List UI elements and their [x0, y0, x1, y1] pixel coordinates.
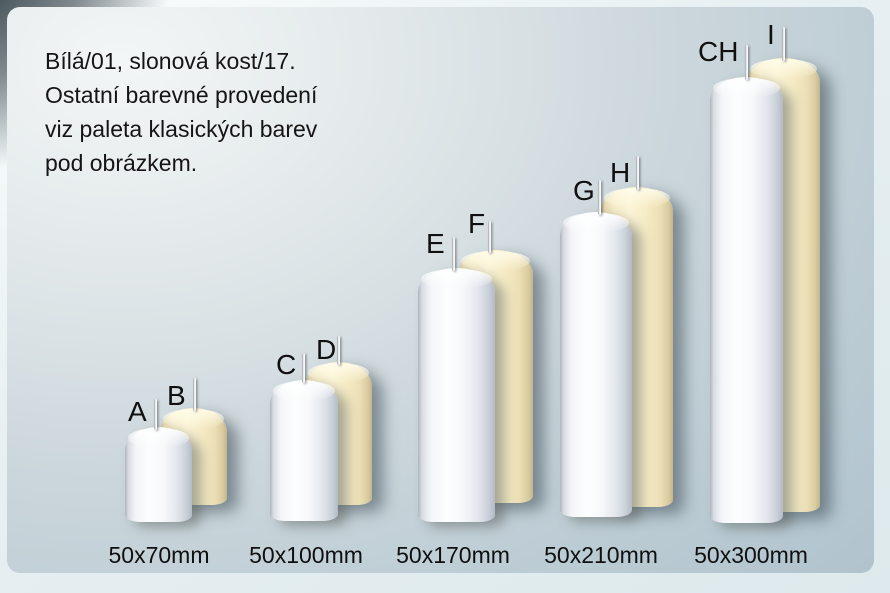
- candle-white: [270, 353, 338, 521]
- candle-white: [560, 180, 632, 517]
- candle-label: CH: [698, 36, 739, 67]
- candle-wick: [154, 399, 157, 430]
- candle-wick: [193, 378, 196, 411]
- size-label: 50x170mm: [396, 542, 510, 568]
- candle-wick: [745, 45, 748, 80]
- candle-white: [125, 399, 192, 522]
- size-label: 50x70mm: [108, 542, 210, 568]
- candle-label: A: [128, 396, 147, 427]
- candle-wick: [598, 180, 601, 215]
- candle-label: F: [468, 208, 486, 239]
- candle-wick: [782, 27, 785, 61]
- candle-label: I: [767, 19, 775, 50]
- candle-label: G: [573, 175, 595, 206]
- candle-wick: [302, 353, 305, 383]
- candle-label: H: [610, 157, 631, 188]
- size-label: 50x210mm: [544, 542, 658, 568]
- candle-wick: [337, 336, 340, 365]
- candle-label: C: [276, 349, 297, 380]
- candle-wick: [636, 156, 639, 190]
- candle-white: [418, 237, 495, 522]
- size-label: 50x300mm: [694, 542, 808, 568]
- candle-wick: [452, 237, 455, 271]
- candle-wick: [488, 221, 491, 253]
- candle-white: [710, 45, 783, 523]
- candle-label: D: [316, 334, 337, 365]
- candle-label: B: [167, 380, 186, 411]
- size-label: 50x100mm: [249, 542, 363, 568]
- color-note-text: Bílá/01, slonová kost/17. Ostatní barevn…: [45, 48, 318, 176]
- candle-label: E: [426, 228, 445, 259]
